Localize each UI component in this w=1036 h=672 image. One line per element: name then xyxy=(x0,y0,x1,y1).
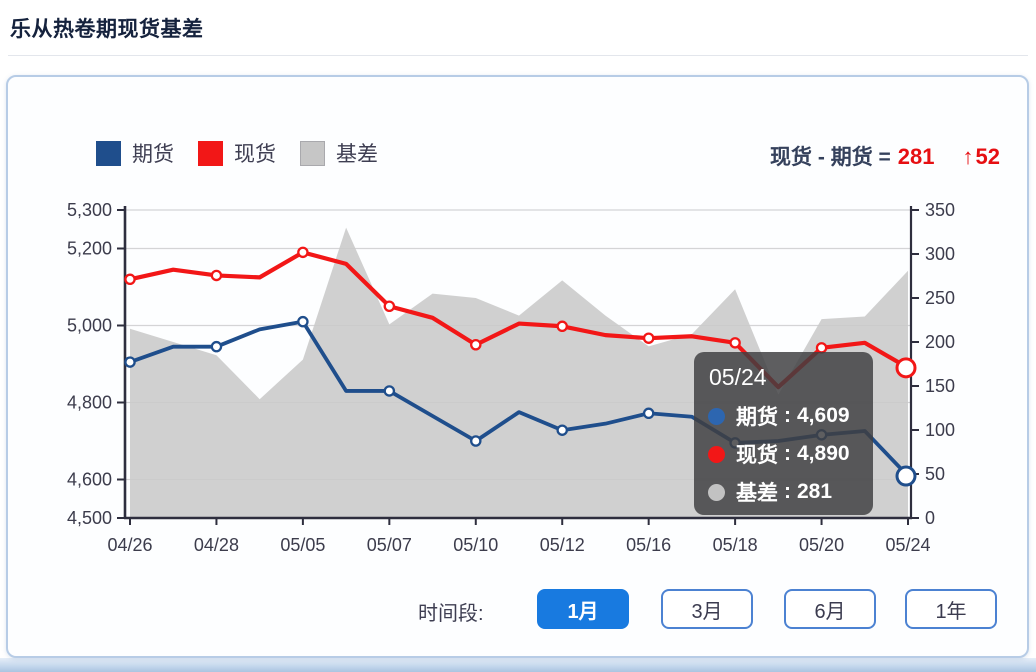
svg-text:04/26: 04/26 xyxy=(107,535,152,555)
spot-dot-icon xyxy=(708,445,725,463)
basis-summary: 现货 - 期货 = 281 ↑52 xyxy=(770,141,1000,171)
svg-text:05/12: 05/12 xyxy=(540,535,585,555)
period-label: 时间段: xyxy=(418,603,484,625)
title-divider xyxy=(8,55,1028,56)
tooltip-row-basis: 基差 : 281 xyxy=(708,477,861,507)
period-button-3m[interactable]: 3月 xyxy=(661,589,753,629)
svg-text:04/28: 04/28 xyxy=(194,535,239,555)
svg-text:05/05: 05/05 xyxy=(280,535,325,555)
svg-text:100: 100 xyxy=(925,420,955,440)
tooltip-value: 4,890 xyxy=(797,442,850,465)
legend-label: 现货 xyxy=(234,143,276,166)
left-axis-labels: 5,300 5,200 5,000 4,800 4,600 4,500 xyxy=(67,200,125,528)
svg-text:05/10: 05/10 xyxy=(453,535,498,555)
tooltip-date: 05/24 xyxy=(709,364,767,390)
futures-dot-icon xyxy=(708,407,725,425)
spot-swatch-icon xyxy=(198,140,223,166)
svg-text:4,600: 4,600 xyxy=(67,470,112,490)
svg-text:250: 250 xyxy=(925,288,955,308)
basis-swatch-icon xyxy=(300,140,325,166)
tooltip-row-futures: 期货 : 4,609 xyxy=(708,401,861,431)
tooltip-separator: : xyxy=(784,442,791,465)
svg-text:05/18: 05/18 xyxy=(713,535,758,555)
x-axis-labels: 04/26 04/28 05/05 05/07 05/10 05/12 05/16 05/18… xyxy=(107,518,931,555)
tooltip-separator: : xyxy=(784,480,791,503)
tooltip-value: 281 xyxy=(797,480,833,503)
tooltip-row-spot: 现货 : 4,890 xyxy=(708,439,861,469)
svg-text:200: 200 xyxy=(925,332,955,352)
summary-basis-value: 281 xyxy=(897,144,935,169)
svg-text:05/07: 05/07 xyxy=(367,535,412,555)
summary-basis-change: 52 xyxy=(975,144,1000,169)
legend-label: 基差 xyxy=(336,143,378,166)
futures-swatch-icon xyxy=(96,140,121,166)
svg-text:350: 350 xyxy=(925,200,955,220)
legend-item-futures[interactable]: 期货 xyxy=(96,138,174,168)
summary-formula: 现货 - 期货 = xyxy=(770,146,891,169)
tooltip-label: 期货 xyxy=(736,406,778,429)
period-button-1y[interactable]: 1年 xyxy=(905,589,997,629)
svg-text:5,200: 5,200 xyxy=(67,239,112,259)
bottom-edge-strip xyxy=(0,658,1036,672)
svg-text:50: 50 xyxy=(925,464,945,484)
svg-text:150: 150 xyxy=(925,376,955,396)
legend-label: 期货 xyxy=(132,143,174,166)
up-arrow-icon: ↑ xyxy=(962,144,974,169)
spot-line-markers xyxy=(124,246,917,379)
tooltip-label: 现货 xyxy=(736,444,778,467)
basis-dot-icon xyxy=(708,483,725,501)
legend-item-spot[interactable]: 现货 xyxy=(198,138,276,168)
period-button-6m[interactable]: 6月 xyxy=(784,589,876,629)
svg-text:4,500: 4,500 xyxy=(67,508,112,528)
tooltip-value: 4,609 xyxy=(797,404,850,427)
period-button-1m[interactable]: 1月 xyxy=(537,589,629,629)
tooltip-separator: : xyxy=(784,404,791,427)
svg-text:5,000: 5,000 xyxy=(67,316,112,336)
svg-text:0: 0 xyxy=(925,508,935,528)
chart-legend: 期货 现货 基差 xyxy=(96,138,402,168)
svg-text:5,300: 5,300 xyxy=(67,200,112,220)
chart-tooltip: 05/24 期货 : 4,609 现货 : 4,890 基差 : 281 xyxy=(694,352,873,515)
page-title: 乐从热卷期现货基差 xyxy=(10,18,204,41)
legend-item-basis[interactable]: 基差 xyxy=(300,138,378,168)
right-axis-labels: 350 300 250 200 150 100 50 0 xyxy=(911,200,955,528)
svg-text:05/16: 05/16 xyxy=(626,535,671,555)
svg-text:05/24: 05/24 xyxy=(885,535,930,555)
svg-text:4,800: 4,800 xyxy=(67,393,112,413)
tooltip-label: 基差 xyxy=(736,482,778,505)
svg-text:300: 300 xyxy=(925,244,955,264)
svg-text:05/20: 05/20 xyxy=(799,535,844,555)
